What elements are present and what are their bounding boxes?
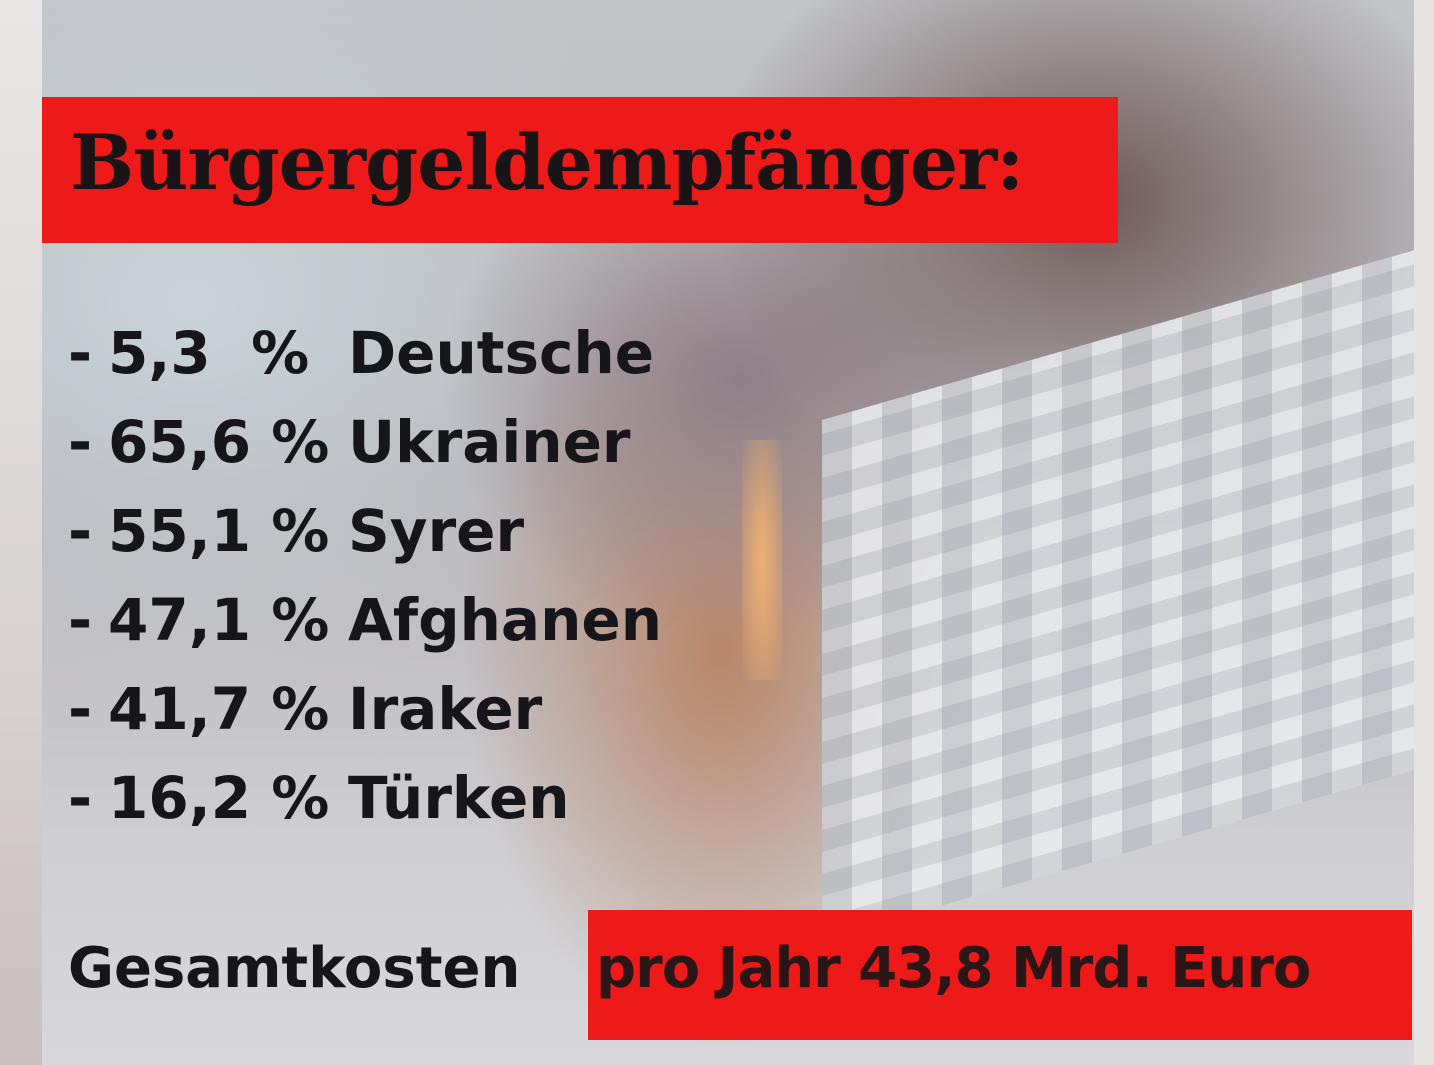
title: Bürgergeldempfänger: [70,118,1024,207]
list-item: -5,3 % Deutsche [68,308,662,397]
group: Ukrainer [348,407,631,476]
percent: 55,1 % [108,496,330,565]
dash: - [68,407,93,476]
group: Afghanen [348,585,662,654]
total-value: pro Jahr 43,8 Mrd. Euro [596,936,1311,1001]
right-border [1414,0,1434,1065]
dash: - [68,674,93,743]
percent: 47,1 % [108,585,330,654]
group: Türken [348,763,570,832]
group: Deutsche [348,318,655,387]
flame [742,440,782,680]
percent: 41,7 % [108,674,330,743]
dash: - [68,763,93,832]
percent: 65,6 % [108,407,330,476]
burning-newspaper [822,236,1415,940]
dash: - [68,318,93,387]
dash: - [68,585,93,654]
percent: 16,2 % [108,763,330,832]
group: Iraker [348,674,543,743]
total-highlight [588,910,1412,1040]
list-item: -47,1 % Afghanen [68,575,662,664]
title-highlight [42,97,1118,243]
percent: 5,3 % [108,318,310,387]
statistics-list: -5,3 % Deutsche -65,6 % Ukrainer -55,1 % Sy… [68,308,662,842]
list-item: -55,1 % Syrer [68,486,662,575]
left-border [0,0,42,1065]
list-item: -16,2 % Türken [68,753,662,842]
total-label: Gesamtkosten [68,936,521,1001]
list-item: -41,7 % Iraker [68,664,662,753]
group: Syrer [348,496,525,565]
dash: - [68,496,93,565]
list-item: -65,6 % Ukrainer [68,397,662,486]
